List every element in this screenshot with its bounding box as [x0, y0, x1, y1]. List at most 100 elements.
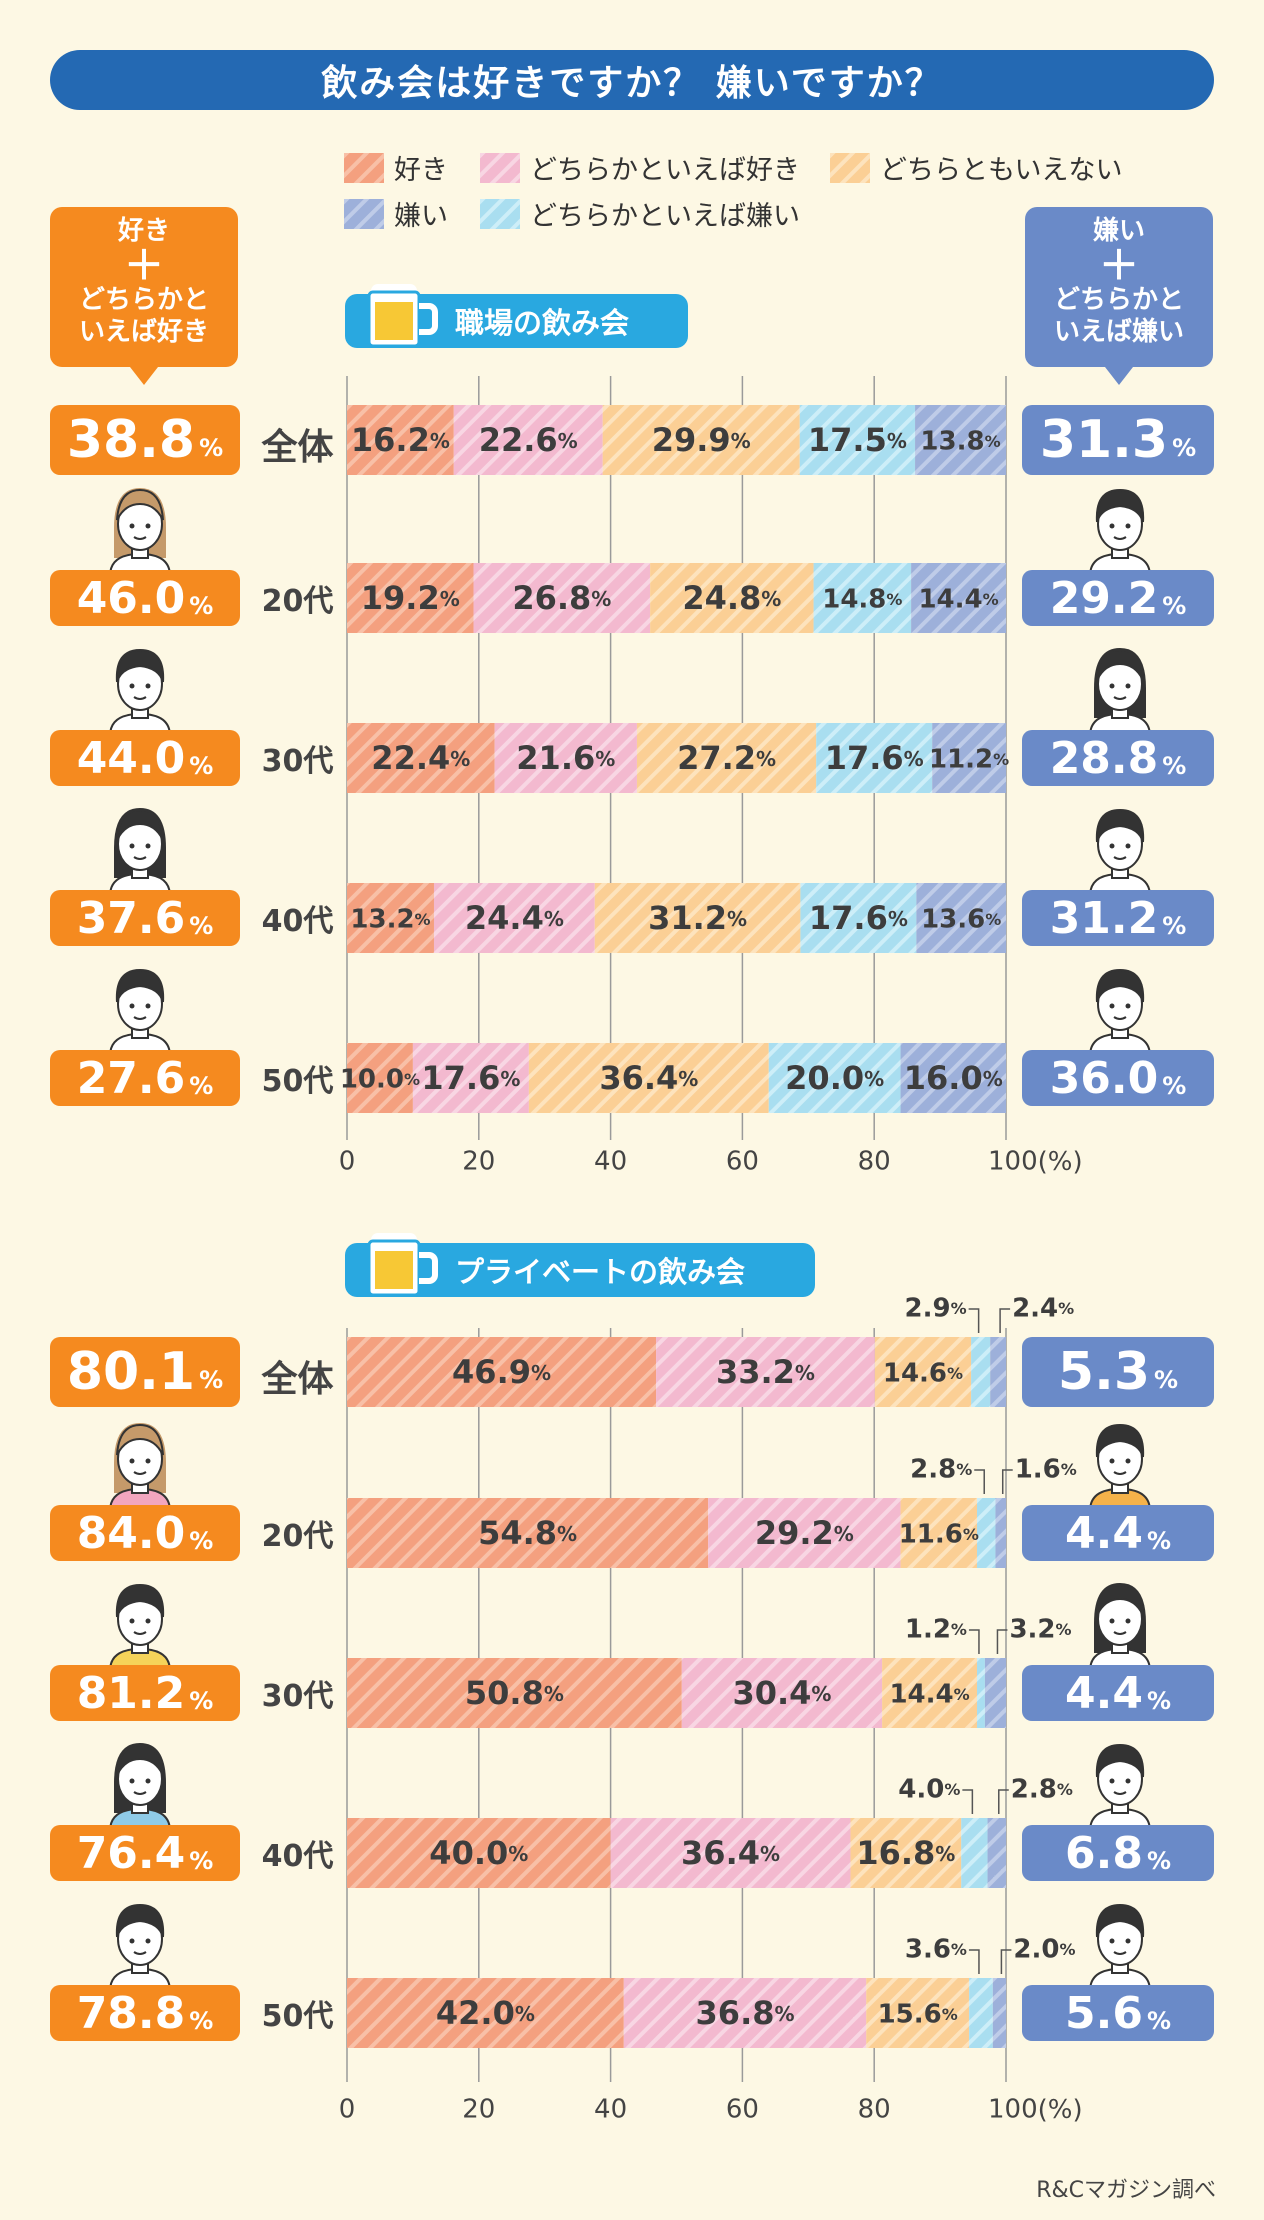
private-leader-2-somewhat-dislike: [968, 1629, 980, 1654]
legend-label-neutral: どちらともいえない: [880, 155, 1123, 186]
workplace-avatar-6-face: [1097, 817, 1143, 871]
workplace-avatar-2: [108, 808, 172, 897]
legend-item-neutral: どちらともいえない: [830, 148, 1122, 187]
private-avatar-4-mouth: [1113, 1471, 1127, 1475]
workplace-dislike-total-3: 31.2%: [1022, 890, 1214, 946]
private-avatar-1-neck: [131, 1636, 149, 1654]
private-avatar-2-hair-back: [114, 1743, 166, 1813]
private-x-axis-unit: (%): [1038, 2095, 1083, 2125]
private-avatar-1-eye-left: [129, 1618, 135, 1624]
workplace-like-total-2: 44.0%: [50, 730, 240, 786]
private-label-3-somewhat-dislike-unit: %: [944, 1780, 960, 1799]
private-label-2-somewhat-like: 30.4%: [732, 1674, 831, 1712]
workplace-label-2-somewhat-dislike: 17.6%: [825, 739, 924, 777]
workplace-label-0-neutral-unit: %: [731, 429, 751, 453]
workplace-bar-4-dislike: [900, 1043, 1006, 1113]
private-avatar-7-hair: [1095, 1903, 1145, 1938]
private-leader-4-somewhat-dislike: [968, 1949, 980, 1974]
private-right-total-unit-4: %: [1146, 2007, 1171, 2035]
private-avatar-3-eye-left: [129, 1938, 135, 1944]
private-left-total-unit-0: %: [199, 1366, 224, 1394]
workplace-avatar-5-eye-right: [1125, 683, 1131, 689]
dislike-callout: 嫌い ＋ どちらかと いえば嫌い: [1025, 207, 1213, 385]
private-label-0-like: 46.9%: [452, 1353, 551, 1391]
workplace-label-1-dislike: 14.4%: [918, 585, 998, 615]
workplace-label-0-somewhat-like: 22.6%: [479, 421, 578, 459]
private-label-0-somewhat-like: 33.2%: [716, 1353, 815, 1391]
private-x-tick-80: 80: [858, 2095, 891, 2125]
private-bar-4-like: [347, 1978, 624, 2048]
private-avatar-7-face: [1097, 1912, 1143, 1966]
workplace-x-tick-80: 80: [858, 1147, 891, 1177]
private-avatar-3-face: [117, 1912, 163, 1966]
workplace-avatar-1-eye-left: [129, 683, 135, 689]
private-label-4-neutral-unit: %: [942, 2005, 958, 2024]
private-label-0-somewhat-like-unit: %: [795, 1361, 815, 1385]
workplace-row-label-3: 40代: [261, 904, 334, 939]
workplace-label-2-neutral-unit: %: [756, 747, 776, 771]
private-bar-1-somewhat-like: [708, 1498, 901, 1568]
workplace-avatar-6-eye-right: [1125, 843, 1131, 849]
private-bar-0-somewhat-like: [656, 1337, 875, 1407]
workplace-avatar-3-hair: [115, 968, 165, 1003]
private-bar-4-somewhat-like: [623, 1978, 867, 2048]
private-avatar-1-mouth: [133, 1631, 147, 1635]
workplace-avatar-1-eye-right: [145, 683, 151, 689]
workplace-bar-4-neutral: [528, 1043, 769, 1113]
like-callout-tail: [130, 367, 158, 385]
workplace-avatar-5-mouth: [1113, 696, 1127, 700]
like-callout-line3: いえば好き: [78, 317, 209, 347]
private-avatar-5-mouth: [1113, 1631, 1127, 1635]
workplace-label-3-neutral: 31.2%: [648, 899, 747, 937]
private-avatar-6-eye-right: [1125, 1778, 1131, 1784]
like-callout-line1: 好き: [117, 216, 170, 246]
workplace-avatar-3-neck: [131, 1021, 149, 1039]
private-left-total-value-0: 80.1: [66, 1342, 196, 1402]
workplace-x-tick-0: 0: [339, 1147, 356, 1177]
workplace-right-total-unit-0: %: [1172, 434, 1197, 462]
private-bar-2-somewhat-dislike: [977, 1658, 985, 1728]
workplace-right-total-unit-4: %: [1162, 1072, 1187, 1100]
workplace-label-4-dislike: 16.0%: [904, 1059, 1003, 1097]
private-label-3-like: 40.0%: [429, 1834, 528, 1872]
workplace-bar-2-dislike: [932, 723, 1006, 793]
private-dislike-total-4: 5.6%: [1022, 1985, 1214, 2041]
workplace-label-1-somewhat-dislike-unit: %: [886, 590, 902, 609]
section-title-private-text: プライベートの飲み会: [455, 1255, 746, 1289]
private-avatar-3-hair: [115, 1903, 165, 1938]
private-bar-0-like: [347, 1337, 657, 1407]
workplace-label-0-somewhat-dislike: 17.5%: [808, 421, 907, 459]
private-avatar-4-hair: [1095, 1423, 1145, 1458]
workplace-avatar-2-face: [117, 817, 163, 871]
private-left-total-unit-3: %: [189, 1847, 214, 1875]
workplace-avatar-1: [108, 648, 172, 737]
private-avatar-6-neck: [1111, 1796, 1129, 1814]
workplace-left-total-value-1: 46.0: [76, 572, 186, 624]
workplace-x-tick-100: 100(%): [988, 1147, 1083, 1177]
workplace-avatar-1-neck: [131, 701, 149, 719]
legend-item-somewhat-like: どちらかといえば好き: [480, 148, 800, 187]
workplace-label-0-dislike-unit: %: [985, 432, 1001, 451]
workplace-avatar-5: [1088, 648, 1152, 737]
private-avatar-7: [1088, 1903, 1152, 1992]
private-avatar-5-face: [1097, 1592, 1143, 1646]
workplace-dislike-total-1: 29.2%: [1022, 570, 1214, 626]
workplace-avatar-7-mouth: [1113, 1016, 1127, 1020]
private-like-total-2: 81.2%: [50, 1665, 240, 1721]
private-label-2-like-unit: %: [544, 1682, 564, 1706]
workplace-avatar-0-mouth: [133, 536, 147, 540]
private-bar-0-dislike: [990, 1337, 1006, 1407]
workplace-label-3-dislike: 13.6%: [921, 905, 1001, 935]
workplace-bar-0-somewhat-like: [453, 405, 603, 475]
workplace-label-0-neutral: 29.9%: [652, 421, 751, 459]
dislike-callout-tail: [1105, 367, 1133, 385]
workplace-avatar-3-eye-right: [145, 1003, 151, 1009]
private-leader-0-dislike: [999, 1308, 1011, 1333]
workplace-avatar-2-eye-right: [145, 843, 151, 849]
workplace-like-total-0: 38.8%: [50, 405, 240, 475]
workplace-avatar-0-hair-front: [116, 488, 164, 521]
private-bar-0-somewhat-dislike: [971, 1337, 991, 1407]
workplace-left-total-value-2: 44.0: [76, 732, 186, 784]
workplace-x-tick-40: 40: [594, 1147, 627, 1177]
workplace-avatar-4-eye-right: [1125, 523, 1131, 529]
